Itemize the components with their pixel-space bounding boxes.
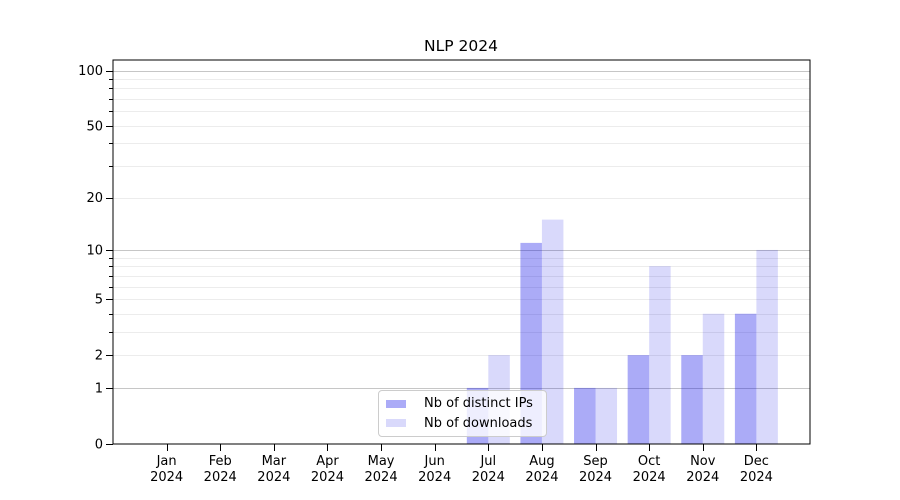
legend-label-downloads: Nb of downloads: [424, 415, 533, 431]
gridlines-layer: [113, 71, 810, 389]
x-tick-label-year: 2024: [740, 470, 773, 485]
legend-swatch-downloads-icon: [386, 419, 406, 428]
plot-border: [112, 59, 811, 445]
bar-downloads: [595, 387, 618, 444]
x-tick-label-year: 2024: [686, 470, 719, 485]
x-tick-label-year: 2024: [257, 470, 290, 485]
bar-distinct-ips: [681, 355, 703, 444]
legend-item-downloads: Nb of downloads: [386, 416, 546, 432]
x-tick-label-month: Oct: [638, 454, 660, 469]
x-tick-label-month: Jul: [479, 454, 496, 469]
bar-downloads: [541, 219, 564, 444]
x-tick-label-month: Mar: [262, 454, 287, 469]
x-tick-label-month: Feb: [209, 454, 232, 469]
x-tick-label-year: 2024: [311, 470, 344, 485]
bar-downloads: [756, 249, 778, 444]
y-tick-label: 100: [78, 64, 103, 79]
x-tick-label-year: 2024: [365, 470, 398, 485]
x-tick-label-year: 2024: [472, 470, 505, 485]
bar-downloads: [649, 266, 671, 444]
x-tick-label-month: May: [368, 454, 395, 469]
x-tick-label-year: 2024: [150, 470, 183, 485]
x-tick-label-month: Aug: [529, 454, 554, 469]
legend-item-distinct-ips: Nb of distinct IPs: [386, 396, 546, 412]
bar-distinct-ips: [627, 355, 650, 444]
y-tick-label: 20: [86, 191, 103, 206]
y-tick-label: 1: [95, 381, 103, 396]
x-tick-label-month: Jun: [424, 454, 445, 469]
x-tick-label-month: Nov: [690, 454, 716, 469]
y-tick-label: 2: [95, 349, 103, 364]
bar-distinct-ips: [574, 387, 596, 444]
x-tick-label-year: 2024: [525, 470, 558, 485]
y-tick-label: 50: [86, 119, 103, 134]
y-tick-label: 10: [86, 243, 103, 258]
y-tick-label: 0: [95, 438, 103, 453]
x-tick-label-month: Sep: [583, 454, 608, 469]
x-tick-label-month: Dec: [744, 454, 769, 469]
legend-swatch-distinct-ips-icon: [386, 399, 406, 408]
x-tick-label-year: 2024: [418, 470, 451, 485]
x-tick-label-month: Apr: [316, 454, 339, 469]
y-tick-label: 5: [95, 292, 103, 307]
bar-downloads: [702, 313, 725, 444]
x-tick-label-year: 2024: [633, 470, 666, 485]
chart-title: NLP 2024: [424, 37, 498, 55]
plot-frame-layer: [112, 59, 811, 445]
legend: Nb of distinct IPs Nb of downloads: [378, 390, 547, 437]
axes-layer: 0125102050100Jan2024Feb2024Mar2024Apr202…: [78, 64, 773, 485]
x-tick-label-month: Jan: [156, 454, 177, 469]
legend-label-distinct-ips: Nb of distinct IPs: [424, 395, 533, 411]
x-tick-label-year: 2024: [579, 470, 612, 485]
x-tick-label-year: 2024: [204, 470, 237, 485]
bar-distinct-ips: [734, 313, 757, 444]
